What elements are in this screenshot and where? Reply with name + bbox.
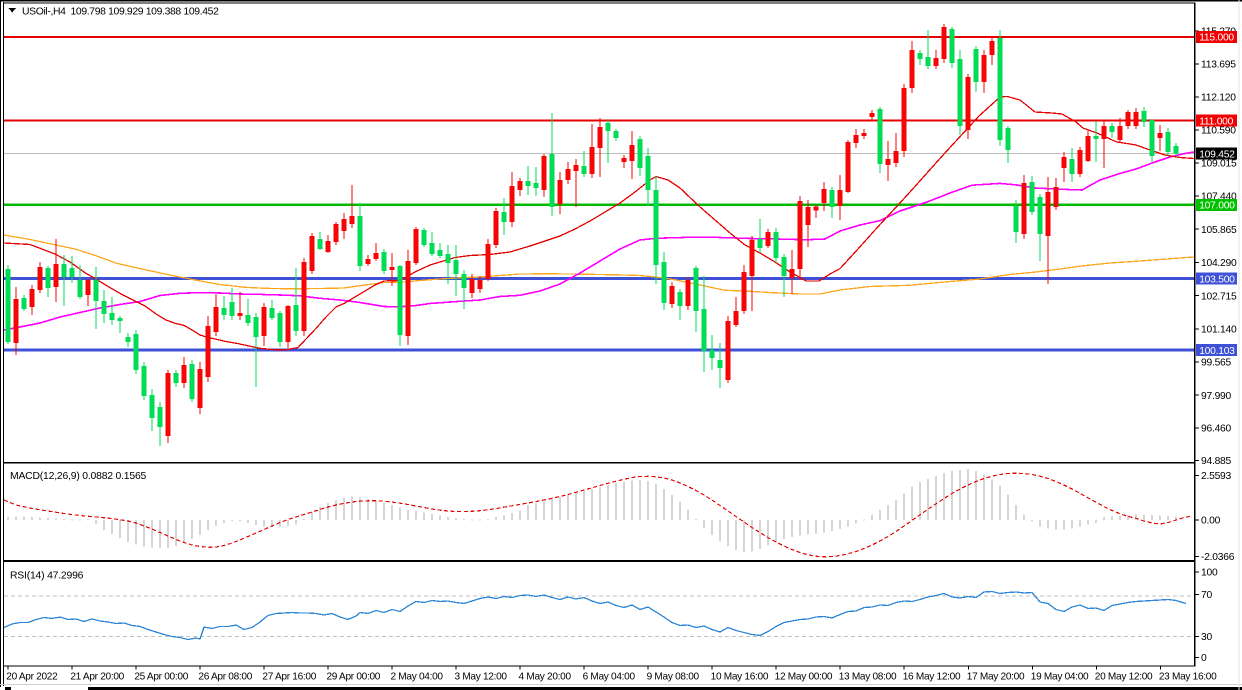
svg-text:26 Apr 08:00: 26 Apr 08:00 — [198, 672, 252, 683]
svg-text:20 May 12:00: 20 May 12:00 — [1095, 672, 1153, 683]
svg-text:94.885: 94.885 — [1201, 456, 1232, 467]
svg-text:110.590: 110.590 — [1201, 126, 1236, 137]
svg-text:13 May 08:00: 13 May 08:00 — [839, 672, 897, 683]
svg-text:97.990: 97.990 — [1201, 391, 1232, 402]
svg-text:2.5593: 2.5593 — [1201, 471, 1232, 482]
svg-text:0.00: 0.00 — [1201, 516, 1221, 527]
svg-text:6 May 04:00: 6 May 04:00 — [583, 672, 636, 683]
svg-text:MACD(12,26,9) 0.0882 0.1565: MACD(12,26,9) 0.0882 0.1565 — [10, 471, 147, 482]
svg-text:20 Apr 2022: 20 Apr 2022 — [6, 672, 58, 683]
svg-text:USOil-,H4 109.798 109.929 109.: USOil-,H4 109.798 109.929 109.388 109.45… — [22, 7, 219, 18]
svg-text:107.000: 107.000 — [1199, 201, 1235, 212]
svg-text:23 May 16:00: 23 May 16:00 — [1159, 672, 1217, 683]
svg-text:9 May 08:00: 9 May 08:00 — [647, 672, 700, 683]
svg-text:100.103: 100.103 — [1199, 346, 1235, 357]
svg-text:101.140: 101.140 — [1201, 325, 1237, 336]
svg-text:21 Apr 20:00: 21 Apr 20:00 — [70, 672, 124, 683]
svg-text:-2.0366: -2.0366 — [1201, 552, 1235, 563]
svg-text:96.460: 96.460 — [1201, 424, 1232, 435]
svg-text:0: 0 — [1201, 653, 1207, 664]
svg-text:17 May 20:00: 17 May 20:00 — [967, 672, 1025, 683]
svg-text:70: 70 — [1201, 590, 1212, 601]
svg-text:10 May 16:00: 10 May 16:00 — [711, 672, 769, 683]
svg-text:30: 30 — [1201, 632, 1212, 643]
svg-text:103.500: 103.500 — [1199, 275, 1235, 286]
svg-text:4 May 20:00: 4 May 20:00 — [519, 672, 572, 683]
svg-text:111.000: 111.000 — [1199, 117, 1233, 128]
svg-text:104.290: 104.290 — [1201, 258, 1237, 269]
svg-text:102.715: 102.715 — [1201, 291, 1237, 302]
svg-text:25 Apr 00:00: 25 Apr 00:00 — [134, 672, 188, 683]
svg-text:RSI(14) 47.2996: RSI(14) 47.2996 — [10, 571, 84, 582]
svg-text:12 May 00:00: 12 May 00:00 — [775, 672, 833, 683]
svg-text:3 May 12:00: 3 May 12:00 — [455, 672, 508, 683]
svg-text:27 Apr 16:00: 27 Apr 16:00 — [262, 672, 316, 683]
svg-text:2 May 04:00: 2 May 04:00 — [390, 672, 443, 683]
svg-text:105.865: 105.865 — [1201, 225, 1237, 236]
svg-text:100: 100 — [1201, 568, 1218, 579]
svg-text:112.120: 112.120 — [1201, 93, 1236, 104]
svg-text:115.000: 115.000 — [1199, 33, 1234, 44]
svg-text:109.452: 109.452 — [1199, 149, 1235, 160]
svg-text:107.440: 107.440 — [1201, 192, 1237, 203]
svg-text:19 May 04:00: 19 May 04:00 — [1031, 672, 1089, 683]
svg-text:99.565: 99.565 — [1201, 358, 1232, 369]
svg-text:16 May 12:00: 16 May 12:00 — [903, 672, 961, 683]
svg-text:29 Apr 00:00: 29 Apr 00:00 — [326, 672, 380, 683]
svg-text:113.695: 113.695 — [1201, 60, 1236, 71]
svg-text:109.015: 109.015 — [1201, 159, 1237, 170]
